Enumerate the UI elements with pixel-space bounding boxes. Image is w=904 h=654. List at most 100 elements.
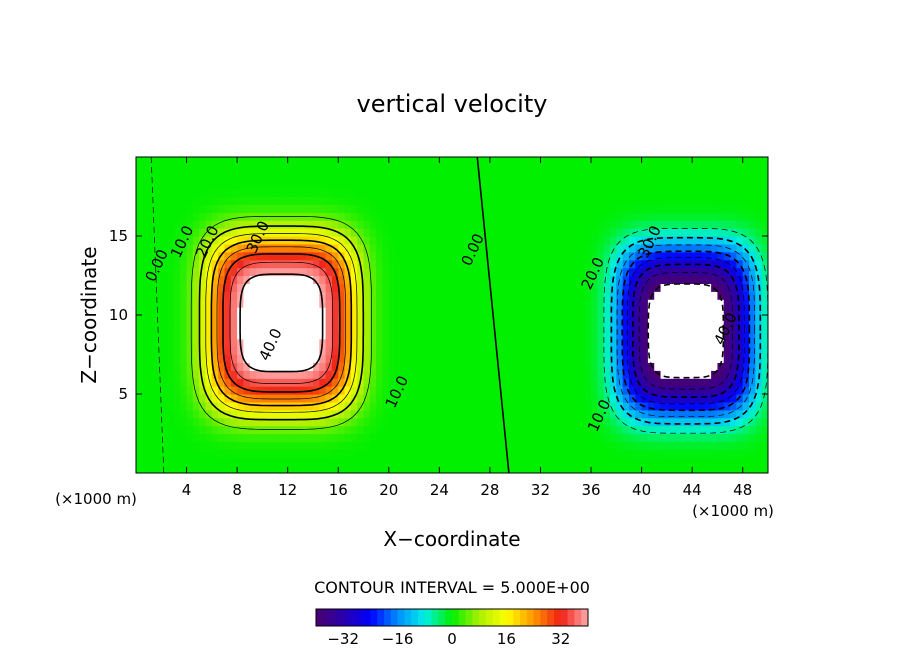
heatmap-cell	[673, 378, 681, 387]
heatmap-cell	[597, 188, 605, 198]
heatmap-cell	[230, 386, 238, 395]
heatmap-cell	[591, 180, 598, 190]
heatmap-cell	[666, 425, 674, 435]
heatmap-cell	[502, 409, 510, 419]
heatmap-cell	[654, 370, 662, 379]
heatmap-cell	[540, 283, 548, 292]
heatmap-cell	[572, 425, 579, 435]
heatmap-cell	[388, 204, 396, 213]
heatmap-cell	[211, 322, 219, 332]
heatmap-cell	[464, 299, 472, 308]
heatmap-cell	[458, 220, 466, 229]
heatmap-cell	[344, 204, 352, 213]
heatmap-cell	[736, 433, 744, 442]
heatmap-cell	[281, 433, 289, 442]
heatmap-cell	[540, 236, 548, 245]
heatmap-cell	[281, 196, 289, 205]
heatmap-cell	[357, 267, 365, 277]
heatmap-cell	[420, 370, 428, 379]
heatmap-cell	[211, 164, 219, 174]
heatmap-cell	[237, 228, 245, 237]
heatmap-cell	[268, 433, 276, 442]
colorbar-swatch	[506, 609, 514, 626]
heatmap-cell	[306, 465, 314, 473]
heatmap-cell	[470, 172, 478, 182]
heatmap-cell	[635, 180, 643, 190]
heatmap-cell	[192, 307, 200, 316]
heatmap-cell	[439, 180, 447, 190]
heatmap-cell	[350, 433, 358, 442]
heatmap-cell	[363, 275, 371, 284]
heatmap-cell	[357, 251, 365, 261]
heatmap-cell	[237, 386, 245, 395]
heatmap-cell	[319, 259, 327, 269]
heatmap-cell	[357, 409, 365, 419]
heatmap-cell	[584, 394, 592, 403]
heatmap-cell	[192, 196, 200, 205]
heatmap-cell	[249, 275, 257, 284]
heatmap-cell	[641, 251, 649, 261]
heatmap-cell	[344, 259, 352, 269]
heatmap-cell	[433, 180, 440, 190]
heatmap-cell	[559, 275, 567, 284]
heatmap-cell	[736, 251, 744, 261]
heatmap-cell	[161, 315, 169, 324]
heatmap-cell	[673, 425, 681, 435]
heatmap-cell	[439, 204, 447, 213]
heatmap-cell	[161, 228, 169, 237]
heatmap-cell	[306, 275, 314, 284]
heatmap-cell	[553, 425, 561, 435]
heatmap-cell	[211, 338, 219, 348]
x-tick-label: 24	[430, 481, 449, 499]
heatmap-cell	[382, 322, 390, 332]
heatmap-cell	[325, 457, 333, 466]
heatmap-cell	[723, 275, 731, 284]
heatmap-cell	[742, 401, 750, 411]
heatmap-cell	[692, 212, 700, 221]
heatmap-cell	[666, 315, 674, 324]
heatmap-cell	[477, 157, 485, 166]
heatmap-cell	[559, 164, 567, 174]
heatmap-cell	[578, 338, 586, 348]
heatmap-cell	[420, 315, 428, 324]
heatmap-cell	[256, 157, 263, 166]
heatmap-cell	[711, 322, 719, 332]
heatmap-cell	[192, 180, 200, 190]
heatmap-cell	[331, 465, 339, 473]
heatmap-cell	[603, 275, 611, 284]
heatmap-cell	[641, 180, 649, 190]
heatmap-cell	[464, 275, 472, 284]
heatmap-cell	[452, 220, 459, 229]
heatmap-cell	[243, 157, 251, 166]
heatmap-cell	[268, 322, 276, 332]
heatmap-cell	[527, 157, 535, 166]
heatmap-cell	[616, 236, 624, 245]
heatmap-cell	[230, 401, 238, 411]
heatmap-cell	[136, 212, 143, 221]
heatmap-cell	[717, 275, 725, 284]
heatmap-cell	[685, 236, 693, 245]
heatmap-cell	[256, 401, 263, 411]
heatmap-cell	[388, 172, 396, 182]
heatmap-cell	[572, 315, 579, 324]
heatmap-cell	[268, 386, 276, 395]
heatmap-cell	[300, 157, 308, 166]
heatmap-cell	[167, 299, 175, 308]
heatmap-cell	[660, 346, 668, 356]
heatmap-cell	[306, 409, 314, 419]
heatmap-cell	[483, 465, 491, 473]
heatmap-cell	[559, 425, 567, 435]
heatmap-cell	[180, 307, 188, 316]
heatmap-cell	[192, 157, 200, 166]
heatmap-cell	[414, 465, 421, 473]
heatmap-cell	[445, 465, 453, 473]
heatmap-cell	[641, 457, 649, 466]
heatmap-cell	[275, 394, 282, 403]
heatmap-cell	[723, 220, 731, 229]
heatmap-cell	[199, 204, 207, 213]
heatmap-cell	[186, 417, 194, 427]
heatmap-cell	[502, 283, 510, 292]
heatmap-cell	[445, 243, 453, 253]
heatmap-cell	[173, 157, 181, 166]
heatmap-cell	[496, 283, 504, 292]
